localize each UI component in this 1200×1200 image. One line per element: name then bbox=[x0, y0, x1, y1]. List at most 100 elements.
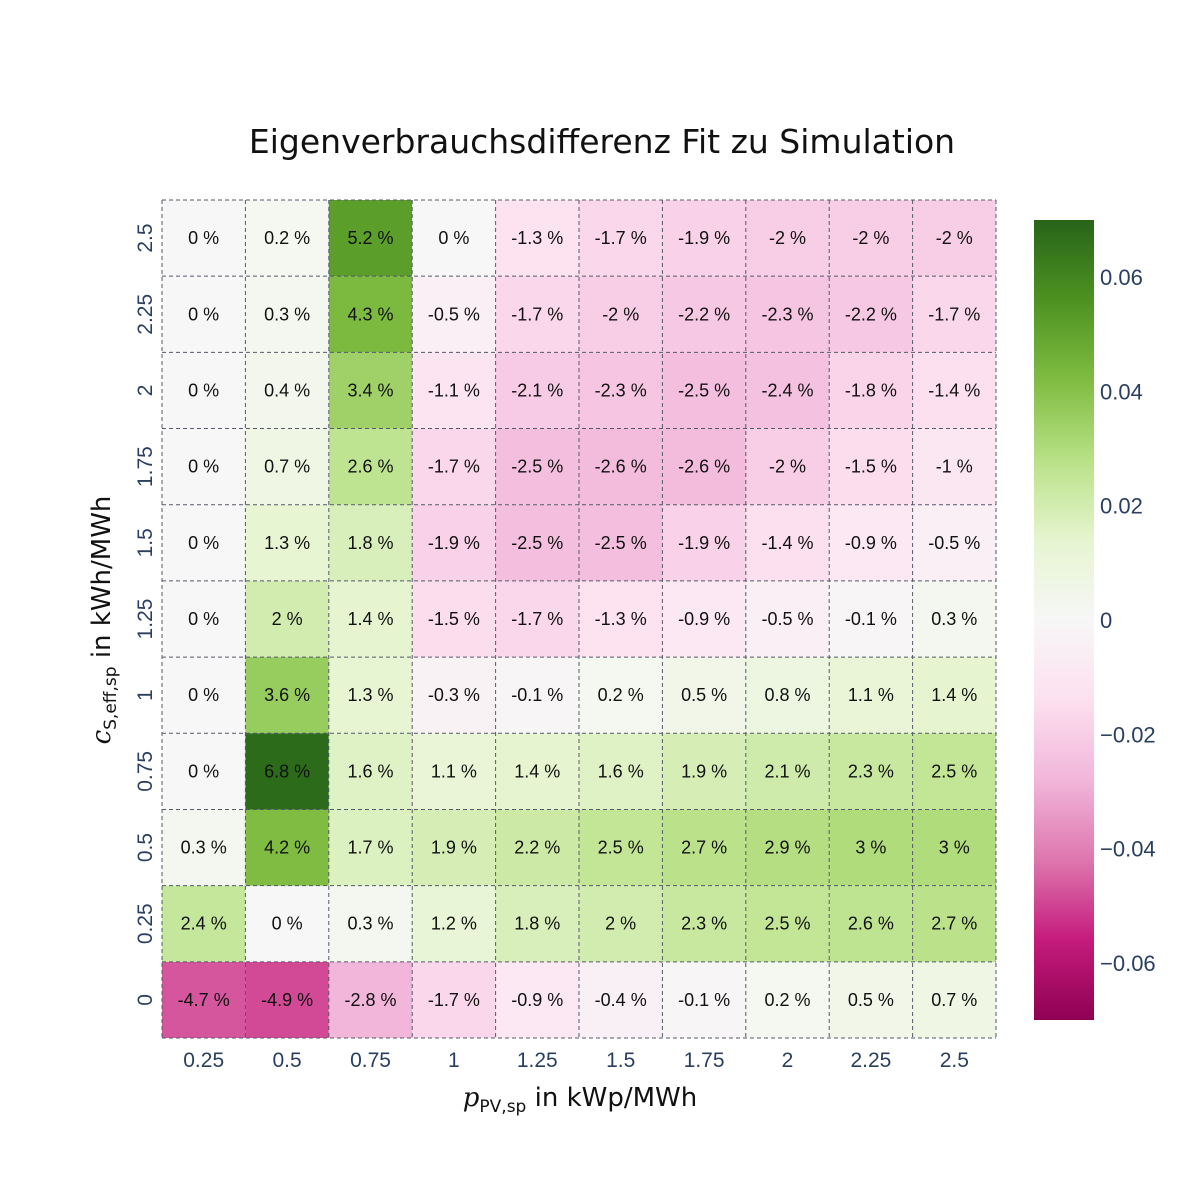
cell-label: 2.7 % bbox=[931, 914, 977, 934]
heatmap-cell bbox=[745, 809, 830, 886]
heatmap-cell bbox=[912, 352, 996, 429]
heatmap-cell bbox=[829, 200, 913, 277]
cell-label: 1.4 % bbox=[514, 761, 560, 781]
heatmap-cell bbox=[495, 809, 579, 886]
cell-label: 1.8 % bbox=[347, 533, 393, 553]
heatmap-cell bbox=[412, 200, 496, 277]
cell-label: 2.5 % bbox=[764, 914, 810, 934]
y-axis-title: cS,eff,sp in kWh/MWh bbox=[87, 496, 121, 745]
heatmap-cell bbox=[162, 961, 246, 1038]
cell-label: -1.4 % bbox=[761, 533, 813, 553]
heatmap-cell bbox=[328, 885, 413, 962]
cell-label: -4.7 % bbox=[178, 990, 230, 1010]
cell-label: -1.7 % bbox=[511, 609, 563, 629]
cell-label: -1.8 % bbox=[845, 380, 897, 400]
heatmap-cell bbox=[495, 200, 579, 277]
heatmap-cell bbox=[829, 733, 913, 810]
cell-label: 2.2 % bbox=[514, 838, 560, 858]
cell-label: 0.7 % bbox=[264, 457, 310, 477]
cell-label: -0.5 % bbox=[428, 304, 480, 324]
heatmap-cell bbox=[745, 733, 830, 810]
heatmap-cell bbox=[328, 504, 413, 581]
heatmap-cell bbox=[245, 580, 329, 658]
heatmap-cell bbox=[495, 504, 579, 581]
cell-label: 2.1 % bbox=[764, 761, 810, 781]
heatmap-cell bbox=[328, 352, 413, 429]
cell-label: 3.6 % bbox=[264, 685, 310, 705]
grid-lines bbox=[161, 199, 997, 1039]
heatmap-cell bbox=[162, 276, 246, 353]
cell-label: -2.5 % bbox=[678, 380, 730, 400]
cell-label: 4.3 % bbox=[347, 304, 393, 324]
cell-label: 5.2 % bbox=[347, 228, 393, 248]
cell-label: 0 % bbox=[188, 304, 219, 324]
cell-label: 0.3 % bbox=[181, 838, 227, 858]
heatmap-cell bbox=[495, 961, 579, 1038]
cell-label: -2 % bbox=[769, 228, 806, 248]
heatmap-cell bbox=[579, 733, 663, 810]
cell-label: 0 % bbox=[438, 228, 469, 248]
cell-label: 3 % bbox=[939, 838, 970, 858]
chart-title: Eigenverbrauchsdifferenz Fit zu Simulati… bbox=[249, 122, 955, 161]
heatmap-cell bbox=[162, 809, 246, 886]
cell-label: 0.5 % bbox=[848, 990, 894, 1010]
colorbar-tick-label: −0.06 bbox=[1100, 951, 1156, 976]
cell-label: 0.3 % bbox=[931, 609, 977, 629]
heatmap-cell bbox=[245, 428, 329, 505]
heatmap-cell bbox=[745, 580, 830, 658]
cell-label: 4.2 % bbox=[264, 838, 310, 858]
cell-label: -1.3 % bbox=[595, 609, 647, 629]
cell-label: -2 % bbox=[602, 304, 639, 324]
cell-label: -2.6 % bbox=[595, 457, 647, 477]
heatmap-cell bbox=[412, 733, 496, 810]
cell-label: 2.6 % bbox=[848, 914, 894, 934]
cell-label: 0.4 % bbox=[264, 380, 310, 400]
heatmap-cell bbox=[328, 428, 413, 505]
cell-label: -2.6 % bbox=[678, 457, 730, 477]
heatmap-cell bbox=[412, 352, 496, 429]
cell-label: 0.8 % bbox=[764, 685, 810, 705]
heatmap-cell bbox=[829, 809, 913, 886]
colorbar-tick-label: −0.02 bbox=[1100, 722, 1156, 747]
heatmap-cell bbox=[412, 504, 496, 581]
heatmap-cell bbox=[662, 885, 746, 962]
cell-label: -2.4 % bbox=[761, 380, 813, 400]
cell-label: 0 % bbox=[188, 533, 219, 553]
cell-label: -1.7 % bbox=[428, 990, 480, 1010]
cell-label: -2.2 % bbox=[678, 304, 730, 324]
heatmap-cell bbox=[412, 657, 496, 734]
cell-label: -4.9 % bbox=[261, 990, 313, 1010]
heatmap-cell bbox=[162, 657, 246, 734]
heatmap-cell bbox=[245, 657, 329, 734]
y-tick-label: 2 bbox=[134, 385, 157, 397]
cell-label: 1.9 % bbox=[681, 761, 727, 781]
heatmap-cell bbox=[912, 276, 996, 353]
x-tick-label: 1.25 bbox=[517, 1049, 558, 1072]
cell-label: 1.1 % bbox=[848, 685, 894, 705]
cell-label: 0 % bbox=[188, 228, 219, 248]
cell-label: 1.3 % bbox=[347, 685, 393, 705]
heatmap-cell bbox=[829, 580, 913, 658]
heatmap-cell bbox=[662, 504, 746, 581]
heatmap-cell bbox=[745, 200, 830, 277]
cell-label: -1.7 % bbox=[928, 304, 980, 324]
x-axis-symbol: p bbox=[463, 1083, 480, 1113]
heatmap-cell bbox=[662, 352, 746, 429]
cell-label: -2 % bbox=[936, 228, 973, 248]
heatmap-cell bbox=[579, 580, 663, 658]
cell-label: -0.1 % bbox=[511, 685, 563, 705]
heatmap-cell bbox=[245, 961, 329, 1038]
heatmap-cell bbox=[745, 504, 830, 581]
heatmap-cell bbox=[745, 276, 830, 353]
y-tick-label: 0.75 bbox=[134, 751, 157, 792]
cell-label: -0.9 % bbox=[511, 990, 563, 1010]
y-tick-label: 1.75 bbox=[134, 446, 157, 487]
cell-label: 2.7 % bbox=[681, 838, 727, 858]
cell-label: 2.6 % bbox=[347, 457, 393, 477]
heatmap-cell bbox=[829, 961, 913, 1038]
heatmap-cell bbox=[328, 276, 413, 353]
heatmap-cell bbox=[912, 504, 996, 581]
cell-label: 0 % bbox=[188, 609, 219, 629]
cell-label: 1.4 % bbox=[931, 685, 977, 705]
